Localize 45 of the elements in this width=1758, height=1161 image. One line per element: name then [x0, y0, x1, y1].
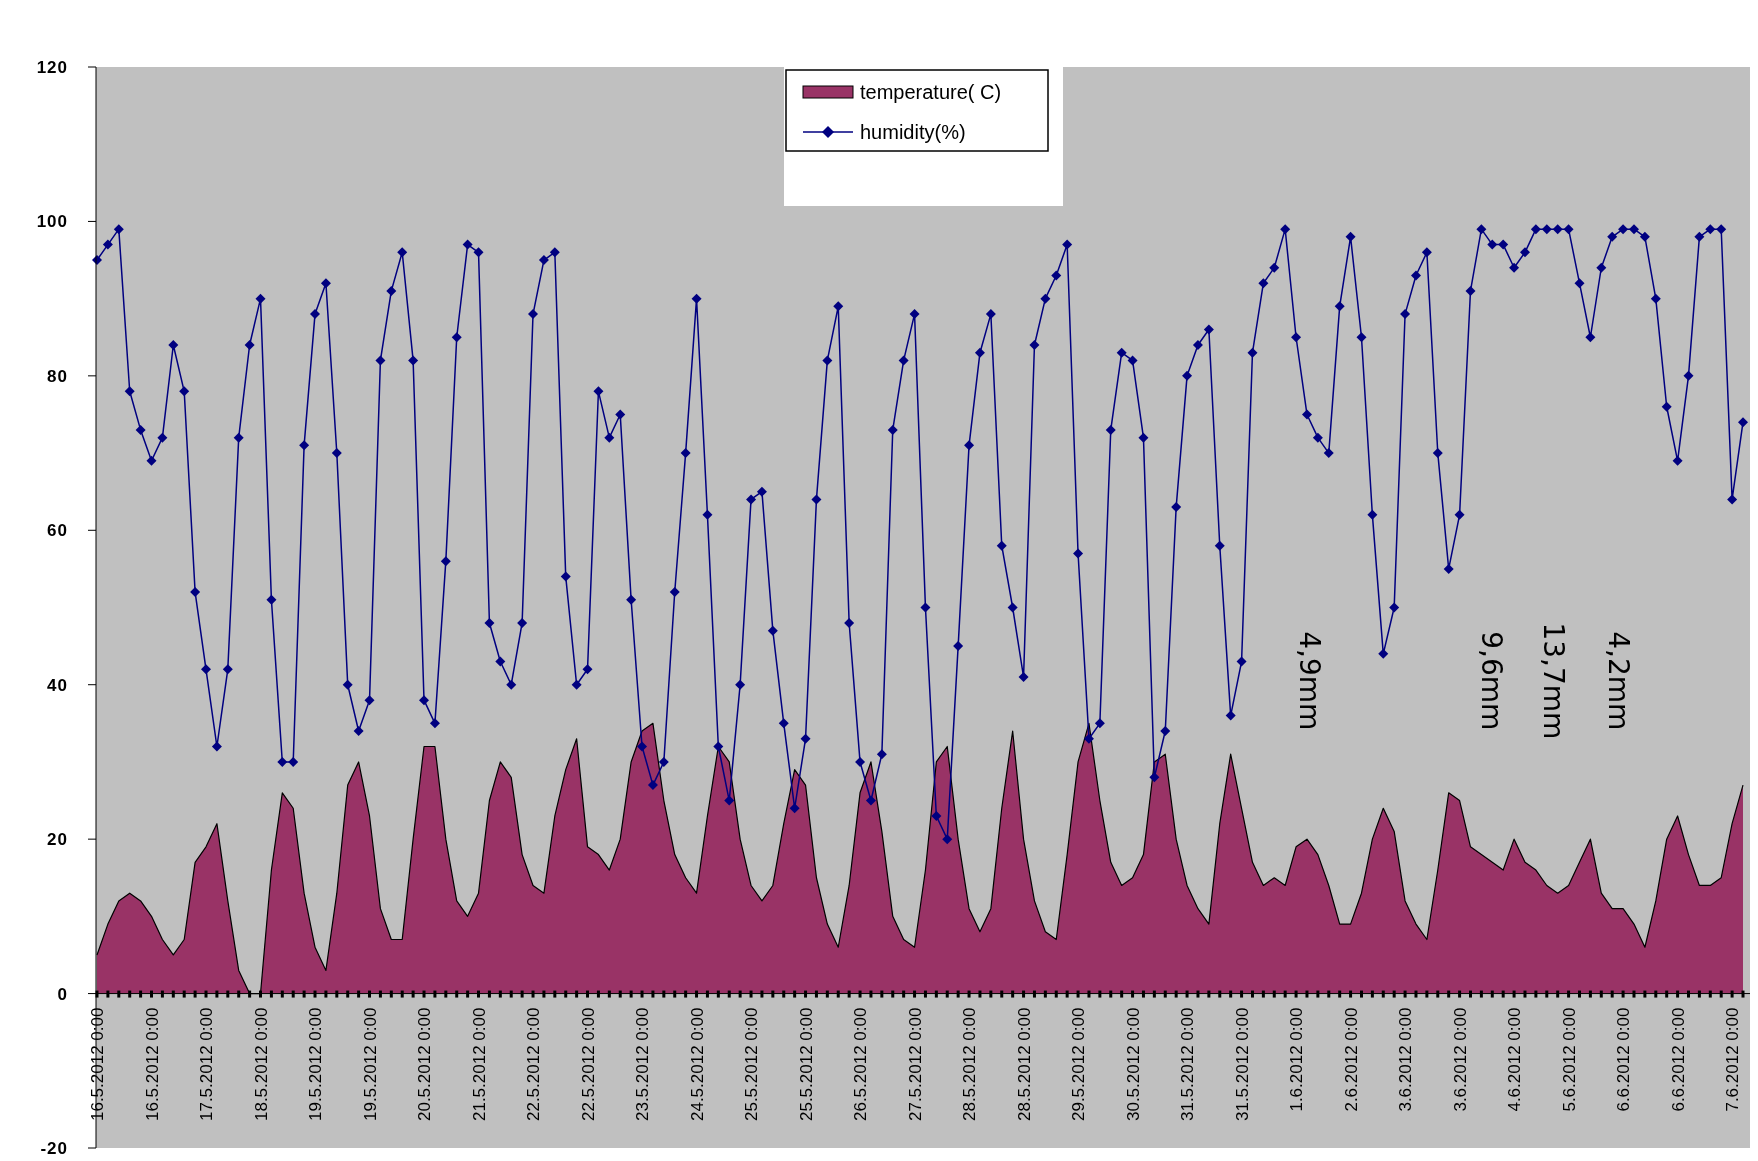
x-tick-label: 19.5.2012 0:00	[360, 1007, 380, 1122]
x-tick-label: 3.6.2012 0:00	[1396, 1007, 1416, 1112]
x-tick-label: 19.5.2012 0:00	[306, 1007, 326, 1122]
x-tick-label: 5.6.2012 0:00	[1559, 1007, 1579, 1112]
legend-label: temperature( C)	[860, 81, 1002, 103]
x-tick-label: 25.5.2012 0:00	[742, 1007, 762, 1122]
y-tick-label: 0	[57, 984, 68, 1004]
x-tick-label: 28.5.2012 0:00	[1014, 1007, 1034, 1122]
y-tick-label: 60	[47, 521, 68, 541]
x-tick-label: 20.5.2012 0:00	[415, 1007, 435, 1122]
legend-label: humidity(%)	[860, 121, 966, 143]
x-tick-label: 1.6.2012 0:00	[1287, 1007, 1307, 1112]
x-tick-label: 27.5.2012 0:00	[905, 1007, 925, 1122]
y-tick-label: 20	[47, 830, 68, 850]
x-tick-label: 18.5.2012 0:00	[251, 1007, 271, 1122]
annotation: 13,7mm	[1537, 622, 1571, 740]
x-tick-label: 29.5.2012 0:00	[1069, 1007, 1089, 1122]
x-tick-label: 6.6.2012 0:00	[1668, 1007, 1688, 1112]
x-tick-label: 24.5.2012 0:00	[687, 1007, 707, 1122]
x-tick-label: 2.6.2012 0:00	[1341, 1007, 1361, 1112]
y-tick-label: 80	[47, 366, 68, 386]
annotation: 9,6mm	[1475, 631, 1509, 731]
x-tick-label: 23.5.2012 0:00	[633, 1007, 653, 1122]
x-tick-label: 16.5.2012 0:00	[88, 1007, 107, 1122]
annotation: 4,9mm	[1293, 631, 1327, 731]
x-tick-label: 6.6.2012 0:00	[1614, 1007, 1634, 1112]
x-tick-label: 25.5.2012 0:00	[796, 1007, 816, 1122]
x-tick-label: 17.5.2012 0:00	[197, 1007, 217, 1122]
x-tick-label: 31.5.2012 0:00	[1178, 1007, 1198, 1122]
x-tick-label: 26.5.2012 0:00	[851, 1007, 871, 1122]
x-tick-label: 22.5.2012 0:00	[578, 1007, 598, 1122]
x-tick-label: 31.5.2012 0:00	[1232, 1007, 1252, 1122]
x-tick-label: 3.6.2012 0:00	[1450, 1007, 1470, 1112]
y-tick-label: 100	[36, 212, 68, 232]
x-tick-label: 28.5.2012 0:00	[960, 1007, 980, 1122]
y-tick-label: -20	[40, 1139, 68, 1158]
x-tick-label: 21.5.2012 0:00	[469, 1007, 489, 1122]
y-tick-label: 40	[47, 675, 68, 695]
x-tick-label: 22.5.2012 0:00	[524, 1007, 544, 1122]
x-tick-label: 16.5.2012 0:00	[142, 1007, 162, 1122]
x-tick-label: 4.6.2012 0:00	[1505, 1007, 1525, 1112]
y-tick-label: 120	[36, 58, 68, 77]
x-tick-label: 7.6.2012 0:00	[1723, 1007, 1743, 1112]
annotation: 4,2mm	[1601, 631, 1635, 731]
x-tick-label: 30.5.2012 0:00	[1123, 1007, 1143, 1122]
